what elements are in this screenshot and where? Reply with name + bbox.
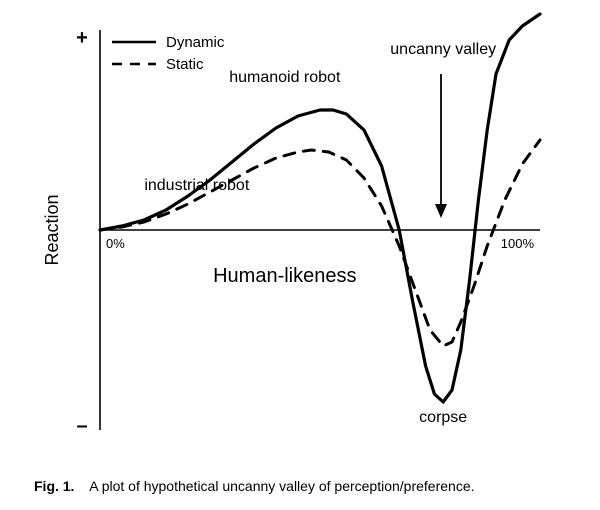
uncanny-arrow-head-icon — [435, 204, 447, 218]
annotation-real_human: real human — [474, 0, 554, 2]
caption-prefix: Fig. 1. — [34, 478, 74, 494]
figure-caption: Fig. 1. A plot of hypothetical uncanny v… — [34, 478, 600, 494]
figure-canvas: + – Reaction 0% 100% Human-likeness Dynamic Sta… — [0, 0, 600, 510]
annotation-uncanny_valley: uncanny valley — [390, 41, 496, 58]
annotation-corpse: corpse — [419, 409, 467, 426]
y-axis-label: Reaction — [42, 194, 62, 265]
annotation-humanoid_robot: humanoid robot — [229, 69, 341, 86]
uncanny-valley-chart: + – Reaction 0% 100% Human-likeness Dynamic Sta… — [0, 0, 600, 460]
x-tick-0: 0% — [106, 236, 125, 251]
caption-text: A plot of hypothetical uncanny valley of… — [89, 478, 474, 494]
annotation-industrial_robot: industrial robot — [144, 177, 250, 194]
legend-label-static: Static — [166, 56, 204, 73]
legend-label-dynamic: Dynamic — [166, 34, 225, 51]
x-tick-100: 100% — [501, 236, 535, 251]
y-minus: – — [76, 415, 87, 437]
y-plus: + — [76, 27, 88, 49]
x-axis-label: Human-likeness — [213, 265, 356, 287]
